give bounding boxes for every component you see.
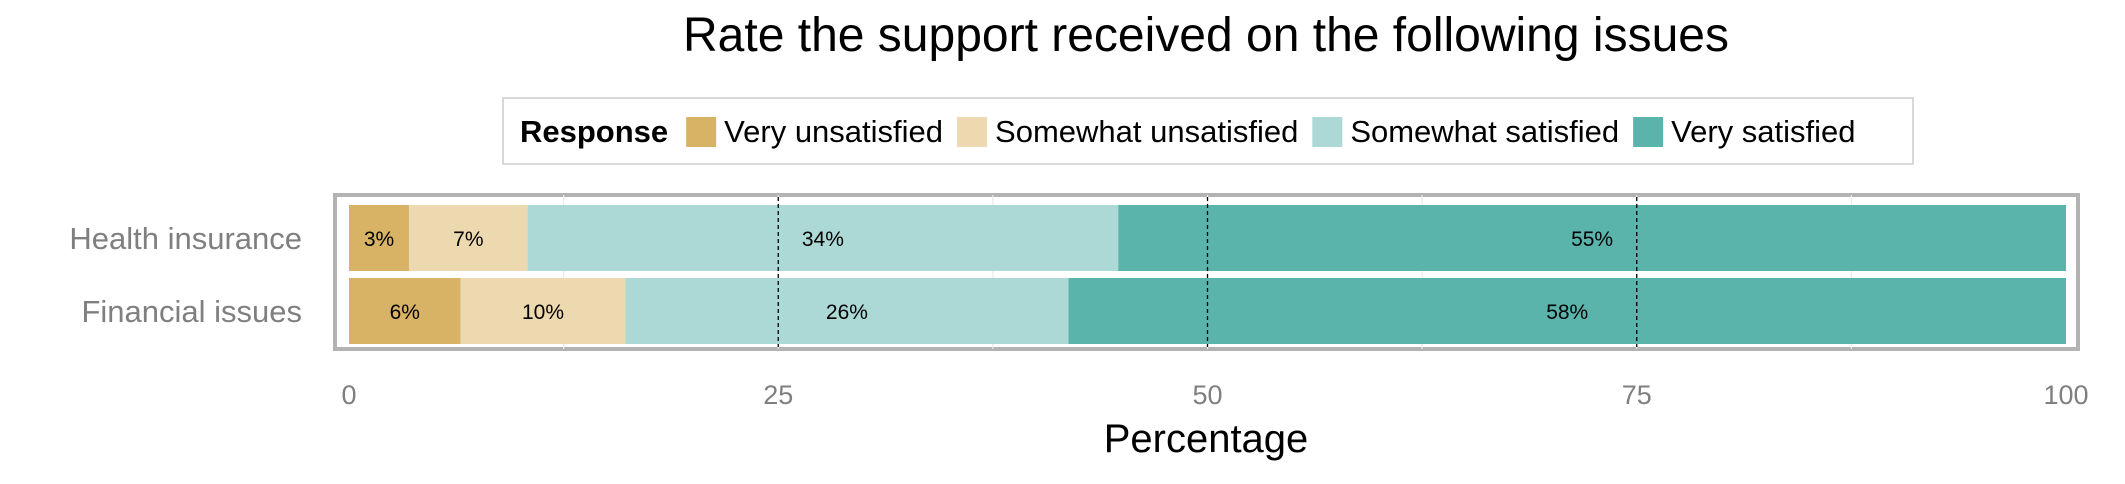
legend-swatch — [686, 117, 717, 147]
category-label: Financial issues — [81, 294, 302, 329]
data-label: 58% — [1546, 301, 1588, 324]
data-label: 7% — [453, 228, 483, 251]
x-tick-label: 0 — [341, 380, 356, 410]
data-label: 3% — [364, 228, 394, 251]
bar-segment — [349, 205, 410, 271]
legend: Response Very unsatisfied Somewhat unsati… — [502, 97, 1914, 165]
x-tick-label: 50 — [1192, 380, 1222, 410]
data-label: 10% — [522, 301, 564, 324]
bar-segment — [1068, 278, 2066, 344]
x-tick-label: 75 — [1622, 380, 1652, 410]
plot-area: 3% 7% 34% 55% 6% 10% 26% 58% Health insurance Fi… — [69, 193, 2089, 410]
legend-label: Somewhat unsatisfied — [995, 114, 1298, 149]
data-label: 6% — [390, 301, 420, 324]
category-label: Health insurance — [69, 221, 302, 256]
bar-segment — [527, 205, 1119, 271]
legend-box — [502, 97, 1914, 165]
legend-swatch — [1633, 117, 1664, 147]
bar-segment — [460, 278, 626, 344]
legend-label: Very satisfied — [1671, 114, 1855, 149]
legend-swatch — [1312, 117, 1343, 147]
data-label: 34% — [802, 228, 844, 251]
bar-segment — [625, 278, 1069, 344]
data-label: 26% — [826, 301, 868, 324]
legend-label: Somewhat satisfied — [1350, 114, 1619, 149]
x-tick-label: 100 — [2043, 380, 2088, 410]
legend-title: Response — [520, 114, 668, 149]
bar-segment — [349, 278, 461, 344]
data-label: 55% — [1571, 228, 1613, 251]
x-axis-title: Percentage — [1104, 417, 1309, 461]
legend-label: Very unsatisfied — [724, 114, 943, 149]
chart-title: Rate the support received on the followi… — [683, 9, 1729, 62]
x-tick-label: 25 — [763, 380, 793, 410]
legend-swatch — [957, 117, 988, 147]
bar-segment — [1118, 205, 2066, 271]
bar-segment — [409, 205, 528, 271]
